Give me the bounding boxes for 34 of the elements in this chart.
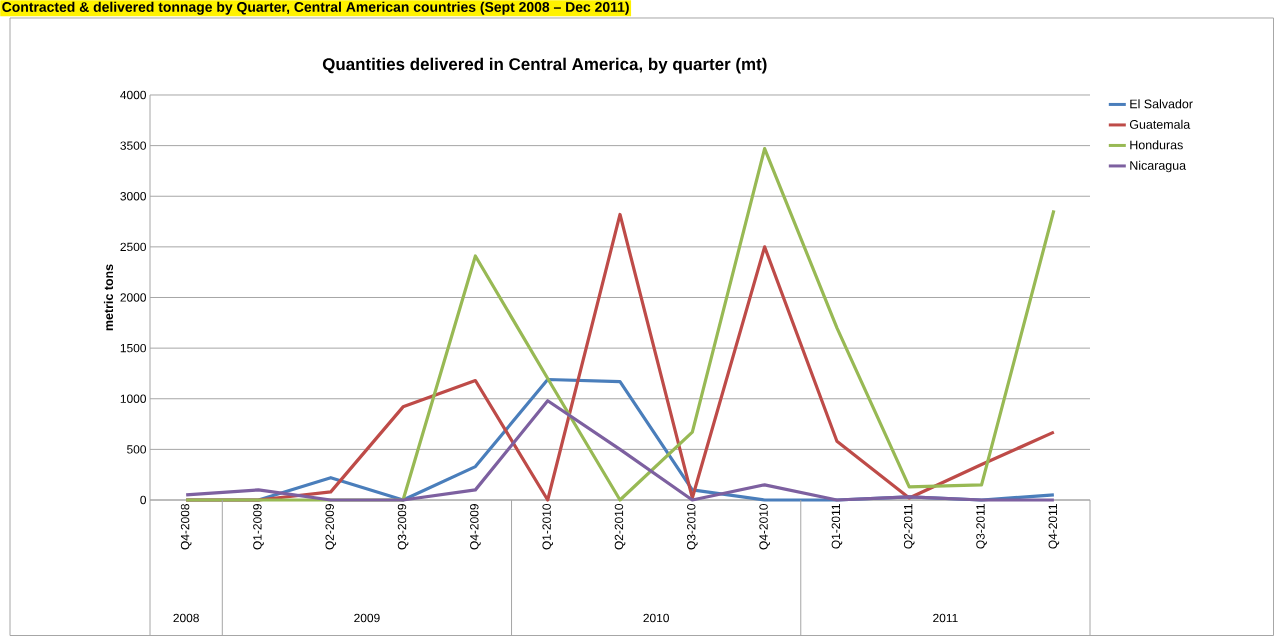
legend-label: Guatemala	[1129, 119, 1191, 129]
y-tick-label: 2000	[120, 293, 147, 302]
x-tick-label: Q1-2010	[542, 503, 554, 550]
x-tick-label: Q3-2010	[687, 503, 698, 550]
y-tick-label: 3500	[120, 141, 147, 150]
x-tick-label: Q2-2009	[325, 504, 337, 550]
text: 2011	[933, 613, 958, 623]
y-tick-label: 0	[140, 495, 147, 505]
x-tick-label: Q1-2009	[253, 504, 264, 550]
legend-label: Nicaragua	[1130, 160, 1187, 173]
y-axis-title: metric tons	[103, 264, 114, 331]
legend-label: El Salvador	[1130, 99, 1193, 109]
y-tick-label: 2500	[120, 242, 147, 252]
x-tick-label: Q2-2011	[903, 504, 915, 549]
text: 2010	[643, 613, 669, 623]
text: 2008	[173, 613, 199, 623]
y-tick-label: 1000	[120, 394, 147, 403]
chart-title: Quantities delivered in Central America, by quarter (mt)	[322, 57, 767, 74]
x-tick-label: Q4-2010	[759, 503, 770, 550]
y-tick-label: 1500	[120, 343, 147, 353]
x-tick-label: Q3-2009	[397, 504, 409, 550]
text: Contracted & delivered tonnage by Quarter, Central American countries (Sept 2008 – Dec 2011)	[2, 1, 629, 15]
y-tick-label: 4000	[120, 90, 147, 100]
x-tick-label: Q1-2011	[831, 504, 843, 549]
legend-label: Honduras	[1130, 140, 1183, 150]
y-tick-label: 500	[127, 445, 147, 454]
x-tick-label: Q4-2009	[470, 504, 481, 550]
line-series	[184, 399, 1056, 502]
x-tick-label: Q3-2011	[976, 504, 987, 549]
x-tick-label: Q4-2011	[1048, 504, 1060, 549]
x-tick-label: Q4-2008	[180, 504, 192, 550]
x-tick-label: Q2-2010	[614, 503, 626, 550]
text: 2009	[354, 613, 380, 623]
y-tick-label: 3000	[120, 192, 147, 201]
